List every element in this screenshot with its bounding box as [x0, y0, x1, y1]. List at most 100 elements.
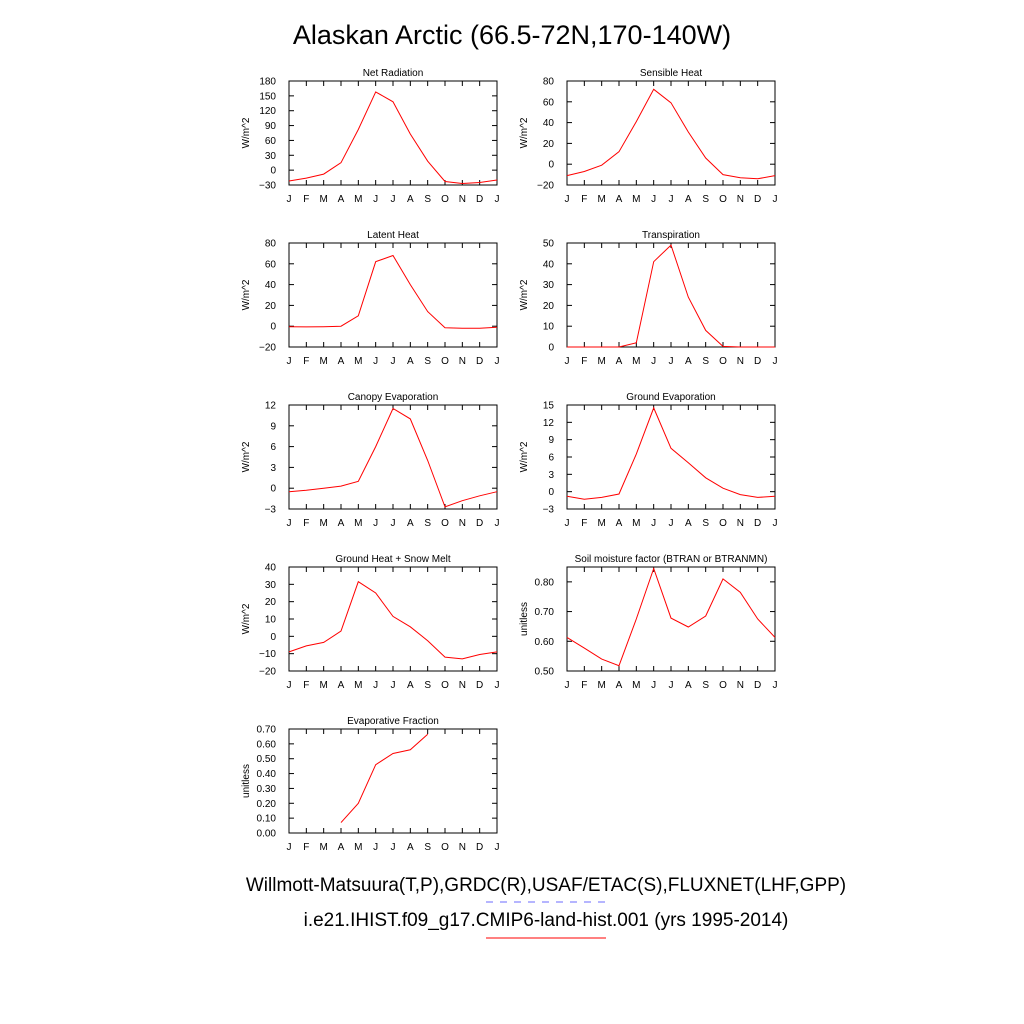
x-tick-label: M: [354, 518, 362, 529]
y-tick-label: 50: [543, 239, 555, 250]
x-tick-label: F: [303, 194, 309, 205]
x-tick-label: J: [287, 356, 292, 367]
x-tick-label: S: [424, 194, 431, 205]
y-tick-label: 0.60: [257, 739, 277, 750]
y-tick-label: −20: [537, 181, 554, 192]
x-tick-label: D: [476, 356, 483, 367]
y-tick-label: 80: [543, 77, 555, 88]
x-tick-label: J: [373, 680, 378, 691]
x-tick-label: J: [651, 194, 656, 205]
series-line: [566, 88, 776, 180]
y-axis-label: W/m^2: [241, 279, 252, 310]
x-tick-label: A: [685, 356, 692, 367]
y-tick-label: 0.60: [535, 637, 555, 648]
x-tick-label: D: [476, 194, 483, 205]
y-tick-label: −3: [543, 505, 555, 516]
panel-8: Soil moisture factor (BTRAN or BTRANMN) J…: [519, 554, 778, 691]
x-tick-label: D: [476, 842, 483, 853]
x-tick-label: F: [303, 680, 309, 691]
y-tick-label: 90: [265, 121, 277, 132]
y-axis-label: W/m^2: [241, 603, 252, 634]
y-tick-label: −10: [259, 649, 276, 660]
plot-frame: [566, 80, 776, 186]
x-tick-label: N: [459, 842, 466, 853]
x-tick-label: J: [391, 356, 396, 367]
x-tick-label: J: [373, 518, 378, 529]
x-tick-label: M: [632, 356, 640, 367]
y-tick-label: 9: [548, 435, 554, 446]
y-tick-label: 10: [265, 615, 277, 626]
y-tick-label: 6: [548, 453, 554, 464]
x-tick-label: N: [737, 518, 744, 529]
x-tick-label: A: [338, 518, 345, 529]
figure-title: Alaskan Arctic (66.5-72N,170-140W): [293, 20, 731, 50]
x-tick-label: M: [632, 194, 640, 205]
y-axis-label: W/m^2: [519, 117, 530, 148]
x-tick-label: J: [495, 194, 500, 205]
x-tick-label: F: [303, 842, 309, 853]
x-tick-label: J: [373, 194, 378, 205]
y-tick-label: 120: [259, 106, 276, 117]
y-tick-label: 150: [259, 91, 276, 102]
y-tick-label: 40: [543, 118, 555, 129]
x-tick-label: J: [287, 680, 292, 691]
y-tick-label: 30: [265, 151, 277, 162]
y-tick-label: 0: [548, 487, 554, 498]
x-tick-label: J: [565, 518, 570, 529]
x-tick-label: F: [581, 680, 587, 691]
x-tick-label: N: [459, 680, 466, 691]
y-tick-label: −20: [259, 667, 276, 678]
series-line: [566, 406, 776, 500]
x-tick-label: S: [702, 194, 709, 205]
series-line: [288, 407, 498, 508]
x-tick-label: J: [669, 356, 674, 367]
x-tick-label: A: [338, 356, 345, 367]
x-tick-label: F: [303, 356, 309, 367]
x-tick-label: F: [303, 518, 309, 529]
y-tick-label: 0: [548, 343, 554, 354]
x-tick-label: M: [597, 194, 605, 205]
y-tick-label: 12: [265, 401, 277, 412]
x-tick-label: A: [338, 194, 345, 205]
x-tick-label: J: [373, 842, 378, 853]
x-tick-label: J: [391, 194, 396, 205]
panel-title: Evaporative Fraction: [347, 716, 439, 727]
y-tick-label: 40: [543, 259, 555, 270]
plot-frame: [288, 566, 498, 672]
x-tick-label: J: [287, 518, 292, 529]
y-tick-label: 0.30: [257, 784, 277, 795]
x-tick-label: M: [597, 680, 605, 691]
y-tick-label: 0: [270, 632, 276, 643]
y-tick-label: 0.40: [257, 769, 277, 780]
x-tick-label: O: [719, 356, 727, 367]
series-line: [567, 244, 775, 348]
x-tick-label: A: [616, 194, 623, 205]
x-tick-label: M: [319, 356, 327, 367]
y-tick-label: 20: [543, 301, 555, 312]
y-axis-label: unitless: [519, 602, 530, 636]
y-tick-label: 0.20: [257, 799, 277, 810]
x-tick-label: M: [319, 680, 327, 691]
x-tick-label: O: [719, 194, 727, 205]
y-axis-label: W/m^2: [241, 117, 252, 148]
y-tick-label: −20: [259, 343, 276, 354]
x-tick-label: J: [287, 842, 292, 853]
x-tick-label: J: [773, 356, 778, 367]
y-axis-label: W/m^2: [519, 441, 530, 472]
y-tick-label: 40: [265, 280, 277, 291]
x-tick-label: J: [565, 194, 570, 205]
y-tick-label: 60: [265, 136, 277, 147]
panel-title: Ground Heat + Snow Melt: [335, 554, 451, 565]
footer-line-2: i.e21.IHIST.f09_g17.CMIP6-land-hist.001 …: [304, 910, 789, 931]
y-tick-label: 0.70: [535, 607, 555, 618]
y-tick-label: 9: [270, 421, 276, 432]
y-axis-label: W/m^2: [241, 441, 252, 472]
y-tick-label: 40: [265, 563, 277, 574]
x-tick-label: O: [441, 518, 449, 529]
panel-title: Latent Heat: [367, 230, 419, 241]
